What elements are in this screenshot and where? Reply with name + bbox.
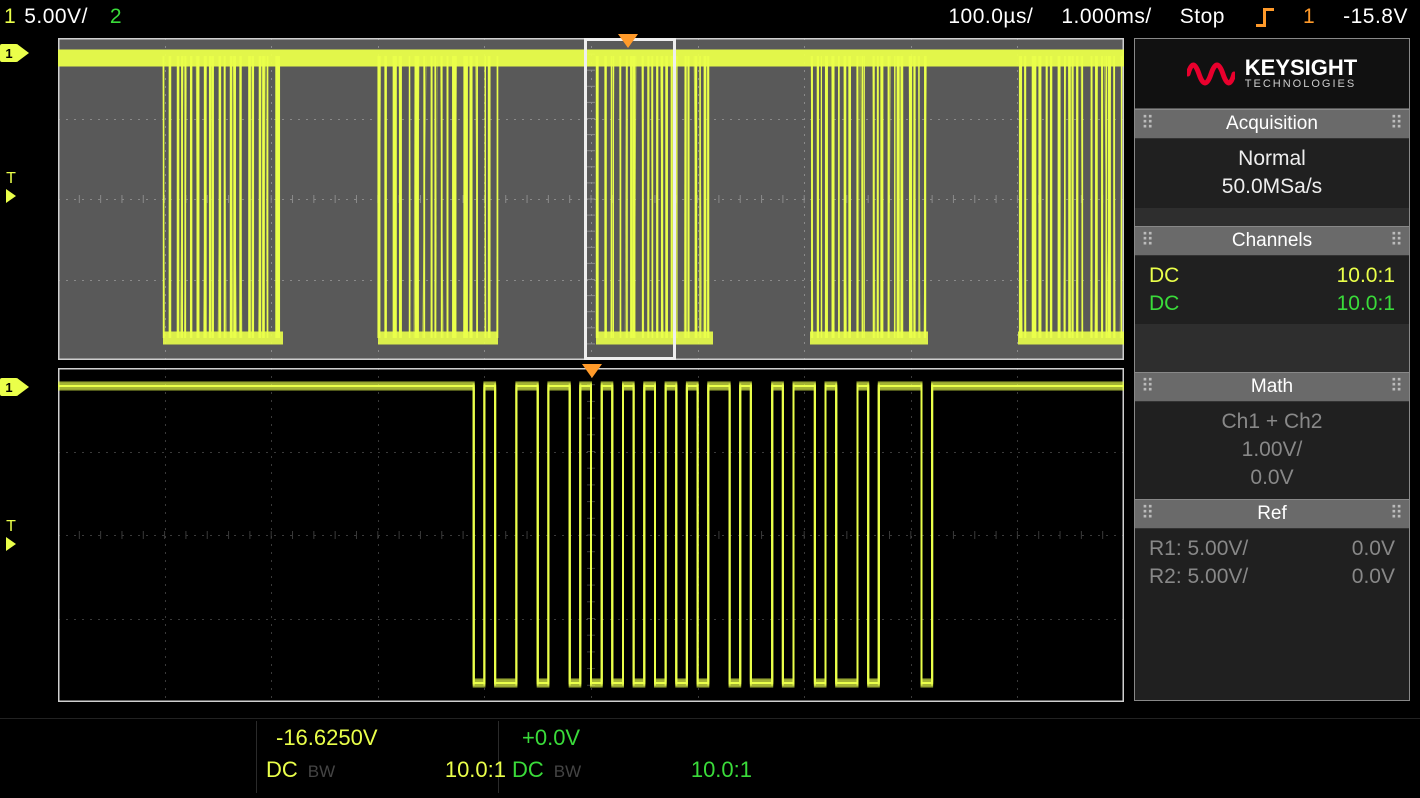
ch2-coupling: DC [512, 757, 544, 783]
ch1-ground-marker-upper[interactable]: 1 [0, 44, 29, 62]
trigger-marker-lower[interactable]: T [6, 518, 16, 551]
ch2-offset-value: +0.0V [522, 725, 580, 751]
channels-body: DC10.0:1DC10.0:1 [1135, 256, 1409, 324]
timebase-zoom[interactable]: 100.0µs/ [948, 5, 1033, 29]
trigger-marker-upper[interactable]: T [6, 170, 16, 203]
ref-row: R1: 5.00V/0.0V [1145, 535, 1399, 563]
ch2-indicator[interactable]: 2 [106, 5, 126, 29]
acq-rate: 50.0MSa/s [1145, 173, 1399, 201]
math-expr: Ch1 + Ch2 [1145, 408, 1399, 436]
timebase-main[interactable]: 1.000ms/ [1061, 5, 1151, 29]
acquisition-body: Normal 50.0MSa/s [1135, 139, 1409, 208]
ref-body: R1: 5.00V/0.0VR2: 5.00V/0.0V [1135, 529, 1409, 597]
trigger-level[interactable]: -15.8V [1343, 5, 1408, 29]
ch2-bw: BW [554, 762, 581, 782]
brand-logo: KEYSIGHT TECHNOLOGIES [1135, 39, 1409, 109]
brand-sub: TECHNOLOGIES [1245, 79, 1357, 90]
ch1-probe-ratio: 10.0:1 [445, 757, 506, 783]
channel-row[interactable]: DC10.0:1 [1145, 290, 1399, 318]
ch1-bottom-info[interactable]: -16.6250V DC BW 10.0:1 [266, 725, 506, 789]
keysight-wave-icon [1187, 54, 1235, 94]
top-status-bar: 1 5.00V/ 2 100.0µs/ 1.000ms/ Stop 1 -15.… [0, 0, 1420, 34]
time-reference-marker-upper[interactable] [618, 34, 638, 48]
acq-mode: Normal [1145, 145, 1399, 173]
math-offset: 0.0V [1145, 464, 1399, 492]
math-body: Ch1 + Ch2 1.00V/ 0.0V [1135, 402, 1409, 499]
time-reference-marker-lower[interactable] [582, 364, 602, 378]
trigger-source[interactable]: 1 [1303, 5, 1315, 29]
math-header[interactable]: Math [1135, 372, 1409, 402]
ch2-bottom-info[interactable]: +0.0V DC BW 10.0:1 [512, 725, 752, 789]
waveform-area[interactable] [58, 38, 1124, 701]
ch1-offset-value: -16.6250V [276, 725, 378, 751]
channels-header[interactable]: Channels [1135, 226, 1409, 256]
ch2-probe-ratio: 10.0:1 [691, 757, 752, 783]
acquisition-header[interactable]: Acquisition [1135, 109, 1409, 139]
ch1-scale[interactable]: 5.00V/ [20, 5, 92, 29]
overview-waveform[interactable] [58, 38, 1124, 360]
math-scale: 1.00V/ [1145, 436, 1399, 464]
bottom-status-bar: -16.6250V DC BW 10.0:1 +0.0V DC BW 10.0:… [0, 718, 1420, 798]
ch1-ground-marker-lower[interactable]: 1 [0, 378, 29, 396]
ch1-indicator[interactable]: 1 [0, 5, 20, 29]
zoom-waveform[interactable] [58, 368, 1124, 702]
trigger-edge-icon [1253, 6, 1275, 28]
channel-row[interactable]: DC10.0:1 [1145, 262, 1399, 290]
ref-row: R2: 5.00V/0.0V [1145, 563, 1399, 591]
side-panel: KEYSIGHT TECHNOLOGIES Acquisition Normal… [1134, 38, 1410, 701]
ref-header[interactable]: Ref [1135, 499, 1409, 529]
run-state[interactable]: Stop [1180, 5, 1225, 29]
left-gutter: 1 T 1 T [0, 38, 58, 701]
ch1-bw: BW [308, 762, 335, 782]
brand-name: KEYSIGHT [1245, 55, 1357, 80]
ch1-coupling: DC [266, 757, 298, 783]
